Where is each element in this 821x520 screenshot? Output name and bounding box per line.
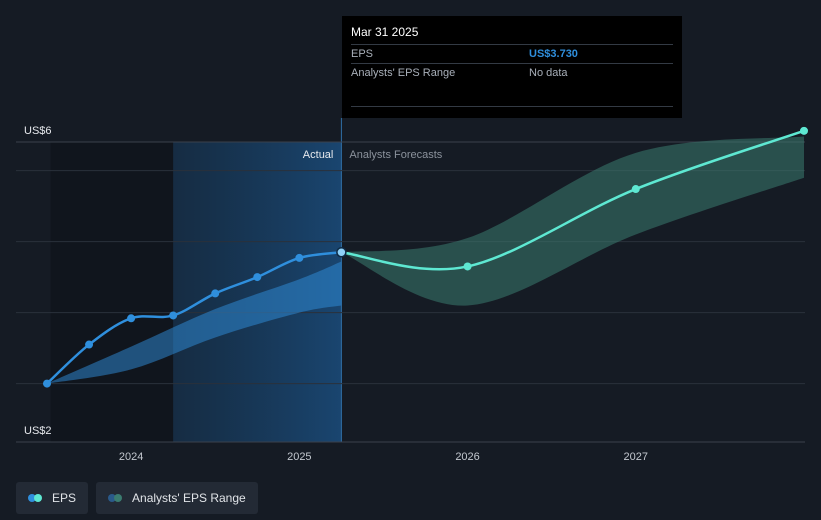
legend-eps-button[interactable]: EPS	[16, 482, 89, 514]
legend-range-button[interactable]: Analysts' EPS Range	[96, 482, 258, 514]
eps-point-actual-6	[295, 253, 304, 262]
legend-range-label: Analysts' EPS Range	[132, 491, 246, 505]
eps-line-forecast	[340, 129, 806, 271]
eps-point-actual-1	[85, 340, 94, 349]
y-tick-label-bottom: US$2	[24, 425, 52, 437]
eps-point-forecast-3	[800, 126, 808, 135]
eps-point-actual-0	[43, 379, 51, 388]
legend: EPS Analysts' EPS Range	[16, 482, 258, 514]
x-tick-label-2026: 2026	[455, 451, 479, 463]
eps-point-actual-5	[253, 273, 262, 282]
tooltip-eps-label: EPS	[351, 48, 374, 60]
eps-point-highlighted	[336, 247, 347, 258]
x-tick-label-2024: 2024	[119, 451, 143, 463]
legend-range-icon	[108, 494, 124, 502]
legend-eps-label: EPS	[52, 491, 77, 505]
eps-point-forecast-1	[463, 262, 472, 271]
eps-point-actual-3	[169, 311, 178, 320]
x-tick-label-2025: 2025	[287, 451, 311, 463]
tooltip-range-label: Analysts' EPS Range	[351, 67, 456, 79]
eps-range-band-actual	[47, 261, 342, 384]
tooltip-row-range: Analysts' EPS Range No data	[351, 63, 673, 82]
y-tick-label-top: US$6	[24, 125, 52, 137]
eps-point-actual-4	[211, 289, 220, 298]
eps-point-forecast-2	[631, 185, 640, 194]
eps-point-actual-2	[127, 314, 136, 323]
tooltip-date: Mar 31 2025	[351, 25, 419, 39]
legend-eps-icon	[28, 494, 44, 502]
tooltip-divider	[351, 106, 673, 107]
tooltip: Mar 31 2025 EPS US$3.730 Analysts' EPS R…	[342, 16, 682, 118]
tooltip-eps-value: US$3.730	[529, 48, 578, 60]
tooltip-row-eps: EPS US$3.730	[351, 44, 673, 63]
region-label-forecast: Analysts Forecasts	[349, 149, 442, 161]
past-region	[50, 142, 174, 442]
x-tick-label-2027: 2027	[624, 451, 648, 463]
region-label-actual: Actual	[303, 149, 334, 161]
tooltip-range-value: No data	[529, 67, 568, 79]
